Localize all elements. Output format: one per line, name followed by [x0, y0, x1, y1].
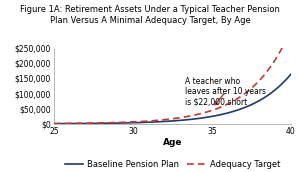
Baseline Pension Plan: [197, 117, 201, 119]
Text: Figure 1A: Retirement Assets Under a Typical Teacher Pension
Plan Versus A Minim: Figure 1A: Retirement Assets Under a Typ…: [20, 5, 280, 25]
Baseline Pension Plan: [193, 118, 197, 120]
Adequacy Target: [52, 122, 56, 125]
Baseline Pension Plan: [289, 73, 293, 75]
Adequacy Target: [193, 114, 196, 116]
Baseline Pension Plan: [252, 103, 256, 105]
Baseline Pension Plan: [52, 123, 56, 125]
Adequacy Target: [53, 122, 57, 125]
Line: Adequacy Target: Adequacy Target: [54, 29, 291, 123]
Legend: Baseline Pension Plan, Adequacy Target: Baseline Pension Plan, Adequacy Target: [61, 157, 284, 172]
Adequacy Target: [252, 85, 256, 87]
Adequacy Target: [197, 113, 201, 115]
Baseline Pension Plan: [53, 123, 57, 125]
Adequacy Target: [267, 68, 271, 70]
Text: A teacher who
leaves after 10 years
is $22,000 short: A teacher who leaves after 10 years is $…: [185, 77, 266, 107]
Adequacy Target: [289, 28, 293, 30]
Baseline Pension Plan: [193, 118, 196, 120]
Line: Baseline Pension Plan: Baseline Pension Plan: [54, 74, 291, 124]
Baseline Pension Plan: [267, 94, 271, 96]
X-axis label: Age: Age: [163, 138, 182, 147]
Adequacy Target: [193, 114, 197, 116]
